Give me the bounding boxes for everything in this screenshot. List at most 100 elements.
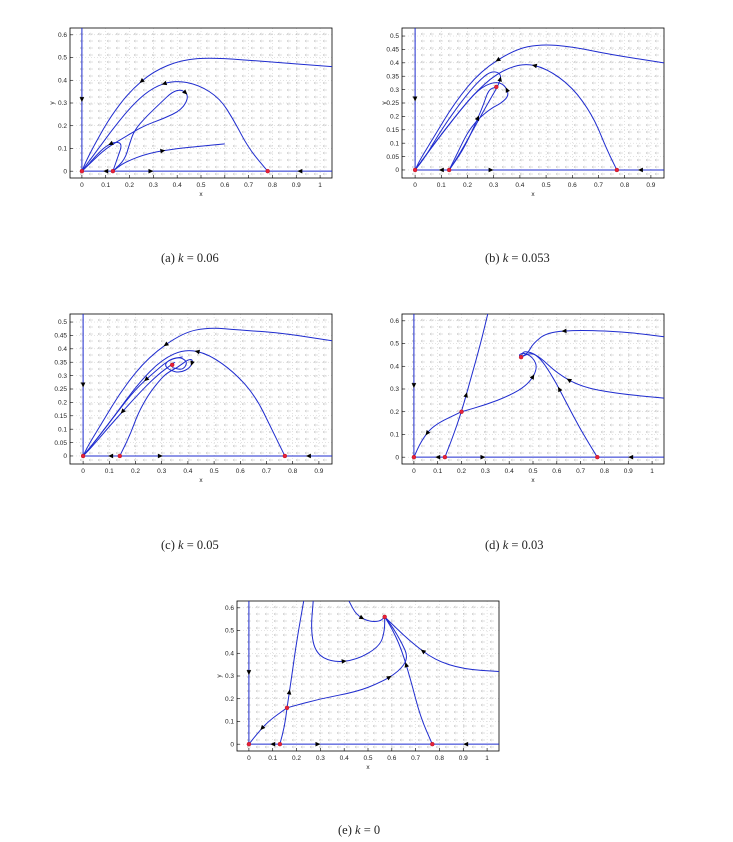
field-arrow [618, 374, 623, 378]
field-arrow [318, 619, 323, 623]
field-arrow [426, 703, 431, 707]
field-arrow [528, 165, 533, 169]
field-arrow [277, 123, 282, 127]
field-arrow [645, 360, 650, 364]
field-arrow [178, 137, 183, 141]
trajectory-arrow [79, 97, 85, 103]
field-arrow [636, 67, 641, 71]
field-arrow [106, 374, 111, 378]
field-arrow [151, 102, 156, 106]
field-arrow [546, 46, 551, 50]
chart-panel-d: 0 0.1 0.2 0.3 0.4 0.5 0.6 0.7 0.8 0.9 1 0 0.1 0.2 0.3 0… [380, 310, 670, 495]
field-arrow [264, 703, 269, 707]
field-arrow [133, 381, 138, 385]
field-arrow [573, 423, 578, 427]
field-arrow [151, 81, 156, 85]
field-arrow [582, 60, 587, 64]
equilibrium-point [442, 455, 448, 460]
field-arrow [618, 318, 623, 322]
field-arrow [456, 367, 461, 371]
field-arrow [489, 682, 494, 686]
field-arrow [268, 444, 273, 448]
field-arrow [187, 74, 192, 78]
x-tick-label: 0.1 [433, 468, 442, 475]
field-arrow [399, 703, 404, 707]
field-arrow [214, 130, 219, 134]
field-arrow [471, 612, 476, 616]
field-arrow [151, 60, 156, 64]
field-arrow [528, 458, 533, 462]
field-arrow [354, 745, 359, 749]
field-arrow [106, 151, 111, 155]
field-arrow [187, 144, 192, 148]
field-arrow [600, 416, 605, 420]
field-arrow [438, 102, 443, 106]
field-arrow [462, 619, 467, 623]
field-arrow [88, 67, 93, 71]
field-arrow [151, 339, 156, 343]
field-arrow [142, 339, 147, 343]
field-arrow [313, 39, 318, 43]
field-arrow [654, 388, 659, 392]
field-arrow [654, 367, 659, 371]
field-arrow [465, 325, 470, 329]
field-arrow [636, 325, 641, 329]
field-arrow [519, 123, 524, 127]
field-arrow [241, 144, 246, 148]
field-arrow [420, 32, 425, 36]
field-arrow [435, 668, 440, 672]
field-arrow [444, 626, 449, 630]
field-arrow [286, 172, 291, 176]
field-arrow [214, 437, 219, 441]
field-arrow [142, 318, 147, 322]
field-arrow [462, 612, 467, 616]
field-arrow [564, 360, 569, 364]
field-arrow [510, 318, 515, 322]
caption-d-param: k [502, 538, 509, 552]
field-arrow [420, 123, 425, 127]
field-arrow [465, 444, 470, 448]
field-arrow [528, 130, 533, 134]
field-arrow [223, 444, 228, 448]
field-arrow [286, 374, 291, 378]
field-arrow [462, 626, 467, 630]
field-arrow [241, 32, 246, 36]
field-arrow [124, 116, 129, 120]
field-arrow [322, 360, 327, 364]
field-arrow [582, 32, 587, 36]
field-arrow [564, 165, 569, 169]
field-arrow [492, 53, 497, 57]
field-arrow [435, 626, 440, 630]
field-arrow [327, 612, 332, 616]
field-arrow [273, 717, 278, 721]
field-arrow [97, 325, 102, 329]
field-arrow [609, 123, 614, 127]
field-arrow [97, 165, 102, 169]
field-arrow [151, 451, 156, 455]
field-arrow [273, 703, 278, 707]
field-arrow [322, 332, 327, 336]
field-arrow [142, 39, 147, 43]
field-arrow [309, 745, 314, 749]
field-arrow [88, 325, 93, 329]
field-arrow [286, 67, 291, 71]
x-tick-label: 0.4 [183, 468, 192, 475]
field-arrow [241, 151, 246, 155]
field-arrow [501, 151, 506, 155]
field-arrow [546, 437, 551, 441]
field-arrow [429, 116, 434, 120]
field-arrow [300, 745, 305, 749]
field-arrow [381, 682, 386, 686]
field-arrow [465, 144, 470, 148]
field-arrow [609, 346, 614, 350]
field-arrow [318, 689, 323, 693]
field-arrow [255, 612, 260, 616]
field-arrow [489, 689, 494, 693]
field-arrow [160, 102, 165, 106]
field-arrow [178, 318, 183, 322]
field-arrow [618, 88, 623, 92]
field-arrow [546, 109, 551, 113]
field-arrow [546, 339, 551, 343]
field-arrow [645, 137, 650, 141]
field-arrow [555, 444, 560, 448]
